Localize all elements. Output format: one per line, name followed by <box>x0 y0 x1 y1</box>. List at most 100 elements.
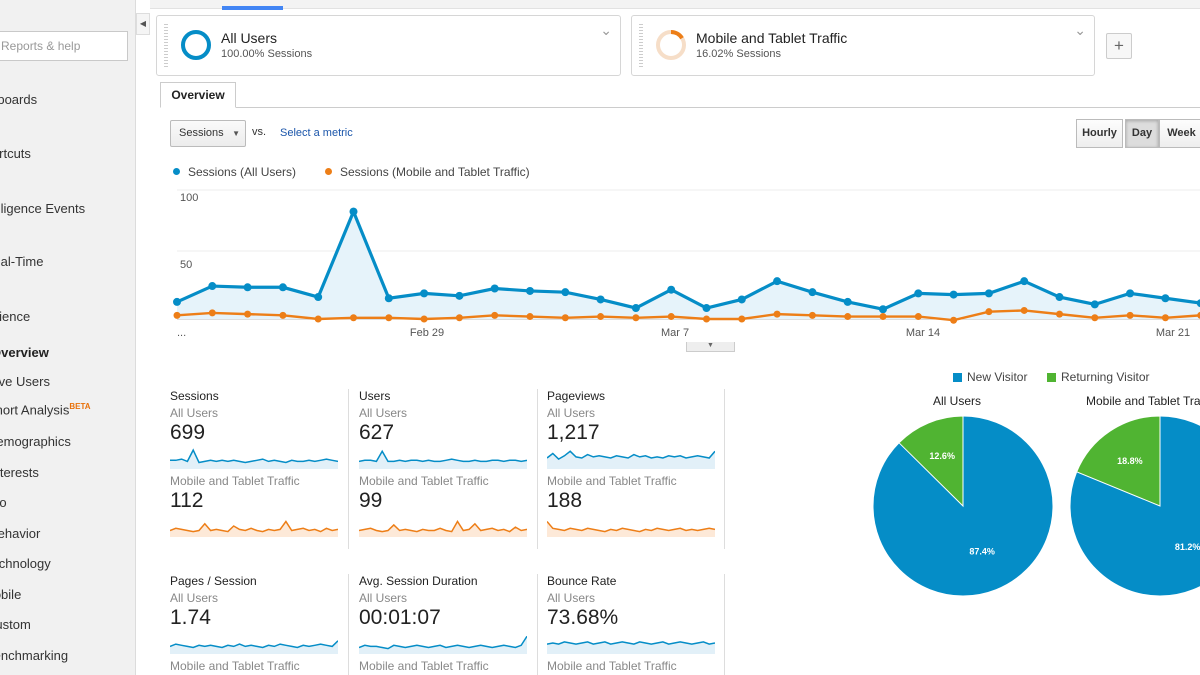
sparkline-line <box>170 520 338 533</box>
data-point <box>420 315 428 323</box>
segment-ring-icon <box>181 30 211 60</box>
tab-underline <box>160 107 1200 108</box>
pie-slice-new-visitor <box>1069 415 1200 597</box>
sidebar-item-interests[interactable]: Interests <box>0 465 39 480</box>
sidebar-item-demographics[interactable]: Demographics <box>0 434 71 449</box>
sparkline <box>359 520 527 537</box>
data-point <box>1056 310 1063 318</box>
segment-title: Mobile and Tablet Traffic <box>696 30 848 46</box>
data-point <box>773 310 781 318</box>
tile-divider <box>537 574 538 675</box>
metric-label: Users <box>359 389 391 403</box>
data-point <box>843 297 852 306</box>
legend-label: Sessions (Mobile and Tablet Traffic) <box>340 165 530 179</box>
legend-item-all-users[interactable]: Sessions (All Users) <box>173 165 296 179</box>
data-point <box>1126 289 1135 298</box>
vs-label: vs. <box>252 126 267 138</box>
add-segment-button[interactable]: + <box>1106 33 1132 59</box>
metric-segment-label: All Users <box>170 406 219 420</box>
metric-tile-users[interactable]: Users All Users 627 Mobile and Tablet Traff… <box>359 389 537 537</box>
data-point <box>950 316 958 324</box>
sparkline <box>170 640 338 654</box>
segment-subtitle: 16.02% Sessions <box>696 48 781 60</box>
metric-tile-pageviews[interactable]: Pageviews All Users 1,217 Mobile and Tablet… <box>547 389 725 537</box>
legend-square-icon <box>1047 373 1056 382</box>
search-input[interactable]: Reports & help <box>0 31 128 61</box>
sidebar-item-dashboards[interactable]: Dashboards <box>0 92 37 107</box>
segment-all-users[interactable]: All Users 100.00% Sessions ⌄ <box>156 15 621 76</box>
sidebar-item-benchmarking[interactable]: Benchmarking <box>0 648 68 663</box>
y-tick-label: 50 <box>180 259 192 271</box>
hourly-button[interactable]: Hourly <box>1076 119 1123 148</box>
data-point <box>703 315 710 323</box>
legend-dot-icon <box>173 168 180 175</box>
day-button[interactable]: Day <box>1125 119 1159 148</box>
data-point <box>949 290 958 299</box>
sidebar-item-technology[interactable]: Technology <box>0 556 51 571</box>
drag-handle-icon[interactable] <box>639 24 643 68</box>
metric-tile-avg-session-duration[interactable]: Avg. Session Duration All Users 00:01:07 Mo… <box>359 574 537 673</box>
y-tick-label: 100 <box>180 192 198 204</box>
sidebar-item-geo[interactable]: Geo <box>0 495 7 510</box>
data-point <box>349 207 358 216</box>
sidebar-item-label: Shortcuts <box>0 146 31 161</box>
chevron-down-icon[interactable]: ⌄ <box>600 22 612 38</box>
x-tick-label: Feb 29 <box>410 327 444 339</box>
tile-divider <box>724 574 725 675</box>
sidebar-item-custom[interactable]: Custom <box>0 617 31 632</box>
sidebar-item-behavior[interactable]: Behavior <box>0 526 40 541</box>
data-point <box>879 313 887 321</box>
data-point <box>173 297 181 306</box>
tile-divider <box>348 574 349 675</box>
sidebar-item-intelligence-events[interactable]: Intelligence Events <box>0 201 85 216</box>
metric-value: 627 <box>359 421 395 444</box>
sidebar-item-shortcuts[interactable]: Shortcuts <box>0 146 31 161</box>
sidebar-item-overview[interactable]: Overview <box>0 345 49 360</box>
series-line-1 <box>176 309 1200 322</box>
metric-tile-bounce-rate[interactable]: Bounce Rate All Users 73.68% Mobile and Tab… <box>547 574 725 673</box>
data-point <box>561 288 570 297</box>
data-point <box>737 295 746 304</box>
data-point <box>279 311 287 319</box>
data-point <box>667 313 675 321</box>
area-fill-all-users <box>177 211 1200 319</box>
sidebar-item-label: Cohort Analysis <box>0 402 70 418</box>
metric-value: 699 <box>170 421 206 444</box>
chart-resize-handle[interactable]: ▼ <box>686 342 735 352</box>
sidebar-item-cohort-analysis[interactable]: Cohort AnalysisBETA <box>0 402 91 417</box>
metric-tile-sessions[interactable]: Sessions All Users 699 Mobile and Tablet Tr… <box>170 389 348 537</box>
select-metric-link[interactable]: Select a metric <box>280 127 353 139</box>
data-point <box>632 314 640 322</box>
sidebar-item-active-users[interactable]: Active Users <box>0 374 50 389</box>
sparkline <box>170 448 338 469</box>
sidebar-item-audience[interactable]: Audience <box>0 309 30 324</box>
data-point <box>455 314 463 322</box>
sidebar-item-mobile[interactable]: Mobile <box>0 587 21 602</box>
sidebar-item-label: Technology <box>0 556 51 571</box>
chevron-down-icon[interactable]: ⌄ <box>1074 22 1086 38</box>
data-point <box>1091 314 1099 322</box>
metric-select[interactable]: Sessions ▼ <box>170 120 246 147</box>
collapse-sidebar-button[interactable]: ◀ <box>136 13 150 35</box>
sparkline-area <box>359 521 527 537</box>
sidebar-item-real-time[interactable]: Real-Time <box>0 254 43 269</box>
sparkline-line <box>170 448 338 464</box>
drag-handle-icon[interactable] <box>164 24 168 68</box>
metric-label: Bounce Rate <box>547 574 617 588</box>
legend-item-mobile[interactable]: Sessions (Mobile and Tablet Traffic) <box>325 165 530 179</box>
week-button[interactable]: Week <box>1159 119 1200 148</box>
pie-legend-returning: Returning Visitor <box>1047 370 1150 384</box>
metric-label: Sessions <box>170 389 219 403</box>
metric-segment-label: Mobile and Tablet Traffic <box>359 474 489 488</box>
metric-segment-label: All Users <box>359 406 408 420</box>
metric-tile-pages-session[interactable]: Pages / Session All Users 1.74 Mobile and T… <box>170 574 348 673</box>
sparkline-area <box>359 451 527 469</box>
sparkline-area <box>170 521 338 537</box>
tab-overview[interactable]: Overview <box>160 82 236 108</box>
sidebar-item-label: Audience <box>0 309 31 324</box>
data-point <box>1161 314 1169 322</box>
sidebar-item-label: Benchmarking <box>0 648 69 663</box>
segment-mobile-tablet[interactable]: Mobile and Tablet Traffic 16.02% Session… <box>631 15 1095 76</box>
data-point <box>526 313 534 321</box>
segment-title: All Users <box>221 30 278 46</box>
